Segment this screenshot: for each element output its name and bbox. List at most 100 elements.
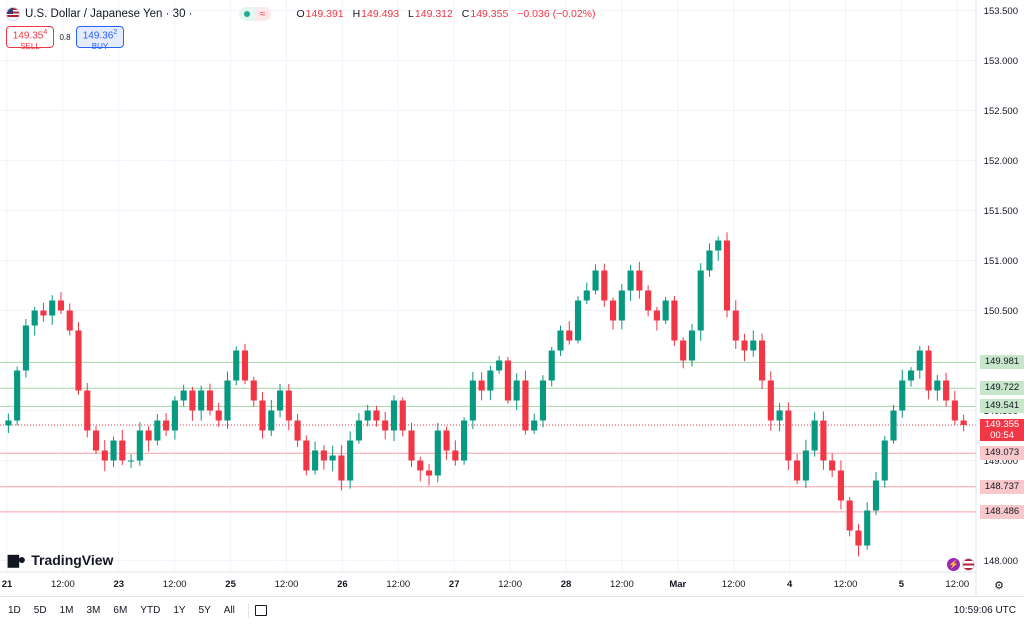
- candle-body: [943, 380, 950, 401]
- candle-body: [592, 270, 599, 291]
- candle-body: [750, 340, 757, 351]
- level-badge-support: 148.486: [980, 504, 1024, 519]
- time-tick-label: 12:00: [945, 579, 969, 590]
- ohlc-open-key: O: [296, 8, 305, 20]
- candle-body: [934, 380, 941, 391]
- price-tick-label: 153.500: [984, 6, 1018, 17]
- level-badge-resistance: 149.722: [980, 381, 1024, 396]
- timeframe-1d[interactable]: 1D: [8, 605, 21, 616]
- sell-label: SELL: [20, 42, 40, 52]
- price-tick-label: 148.000: [984, 556, 1018, 567]
- candle-body: [276, 390, 284, 411]
- price-tick-label: 149.000: [984, 456, 1018, 467]
- ohlc-close-key: C: [461, 8, 470, 20]
- candle-body: [303, 440, 310, 471]
- candle-body: [364, 410, 371, 421]
- candle-body: [198, 390, 205, 411]
- time-tick-label: 12:00: [163, 579, 187, 590]
- ohlc-high-value: 149.493: [361, 8, 400, 20]
- ohlc-values: O149.391 H149.493 L149.312 C149.355 −0.0…: [297, 8, 602, 20]
- candle-body: [268, 410, 275, 431]
- time-tick-label: 12:00: [722, 579, 746, 590]
- candle-body: [899, 380, 906, 411]
- buy-price-pip: 2: [113, 29, 118, 36]
- current-price-badge: 149.355 00:54: [980, 419, 1024, 441]
- time-tick-label: 21: [2, 579, 13, 590]
- timeframe-ytd[interactable]: YTD: [140, 605, 161, 616]
- price-tick-label: 152.000: [984, 156, 1018, 167]
- candle-body: [171, 400, 178, 431]
- candle-body: [574, 300, 582, 341]
- candle-body: [101, 450, 108, 461]
- candle-body: [653, 310, 660, 321]
- candle-body: [837, 470, 844, 501]
- candle-body: [610, 300, 617, 321]
- candle-body: [128, 460, 135, 462]
- market-status-pill[interactable]: ≈: [238, 7, 271, 21]
- time-tick-label: Mar: [669, 579, 686, 590]
- utc-clock[interactable]: 10:59:06 UTC: [953, 605, 1016, 616]
- candle-body: [811, 420, 818, 451]
- candle-body: [206, 390, 214, 411]
- timeframe-6m[interactable]: 6M: [113, 605, 128, 616]
- candle-body: [767, 380, 774, 421]
- candle-body: [189, 390, 196, 411]
- candle-body: [136, 430, 143, 461]
- time-axis[interactable]: 21 12:00 23 12:00 25 12:00 26 12:00 27 12:00 28 12:…: [2, 579, 969, 590]
- candle-body: [347, 440, 354, 481]
- candle-body: [820, 420, 827, 461]
- level-badge-resistance: 149.541: [980, 399, 1024, 414]
- sell-price-pip: 4: [43, 29, 48, 36]
- candle-body: [785, 410, 792, 461]
- settings-gear-icon[interactable]: ⚙: [994, 580, 1004, 592]
- timeframe-5y[interactable]: 5Y: [198, 605, 211, 616]
- timeframe-1y[interactable]: 1Y: [173, 605, 186, 616]
- candle-body: [373, 410, 380, 421]
- calendar-icon[interactable]: [254, 605, 267, 616]
- candle-body: [224, 380, 231, 421]
- candle-body: [31, 310, 38, 326]
- timeframe-all[interactable]: All: [223, 605, 235, 616]
- chart-corner-icons: ⚡: [947, 558, 975, 571]
- timeframe-5d[interactable]: 5D: [33, 605, 47, 616]
- buy-price: 149.36: [82, 30, 114, 42]
- timeframe-3m[interactable]: 3M: [86, 605, 101, 616]
- candle-body: [145, 430, 152, 441]
- timeframe-1m[interactable]: 1M: [59, 605, 74, 616]
- candle-body: [443, 430, 450, 451]
- candle-body: [487, 370, 494, 391]
- current-price-value: 149.355: [984, 419, 1020, 430]
- candle-body: [329, 455, 336, 461]
- buy-button[interactable]: 149.362 BUY: [76, 26, 124, 51]
- candle-body: [566, 330, 573, 341]
- symbol-title[interactable]: U.S. Dollar / Japanese Yen · 30 ·: [25, 8, 193, 20]
- ohlc-open-value: 149.391: [305, 8, 344, 20]
- candle-body: [715, 240, 722, 251]
- candle-body: [697, 270, 704, 331]
- ohlc-close-value: 149.355: [470, 8, 509, 20]
- candle-body: [312, 450, 319, 471]
- price-tick-label: 153.000: [984, 56, 1018, 67]
- candle-body: [5, 420, 12, 426]
- level-badge-resistance: 149.981: [980, 355, 1024, 370]
- candle-body: [57, 300, 65, 311]
- candle-body: [645, 290, 652, 311]
- candle-body: [960, 420, 967, 425]
- currency-flag-icon[interactable]: [962, 558, 975, 571]
- lightning-icon[interactable]: ⚡: [947, 558, 960, 571]
- candle-body: [241, 350, 249, 381]
- tradingview-logo[interactable]: ▆● TradingView: [8, 551, 113, 568]
- candle-body: [461, 420, 468, 461]
- price-tick-label: 151.500: [984, 206, 1018, 217]
- level-badge-support: 148.737: [980, 479, 1024, 494]
- sell-button[interactable]: 149.354 SELL: [6, 26, 54, 51]
- time-tick-label: 12:00: [386, 579, 410, 590]
- candle-body: [601, 270, 608, 301]
- candle-body: [154, 420, 161, 441]
- candle-body: [636, 270, 643, 291]
- candle-body: [855, 530, 862, 546]
- ohlc-low-value: 149.312: [414, 8, 453, 20]
- ohlc-high-key: H: [352, 8, 361, 20]
- ohlc-change-value: −0.036 (−0.02%): [517, 8, 596, 20]
